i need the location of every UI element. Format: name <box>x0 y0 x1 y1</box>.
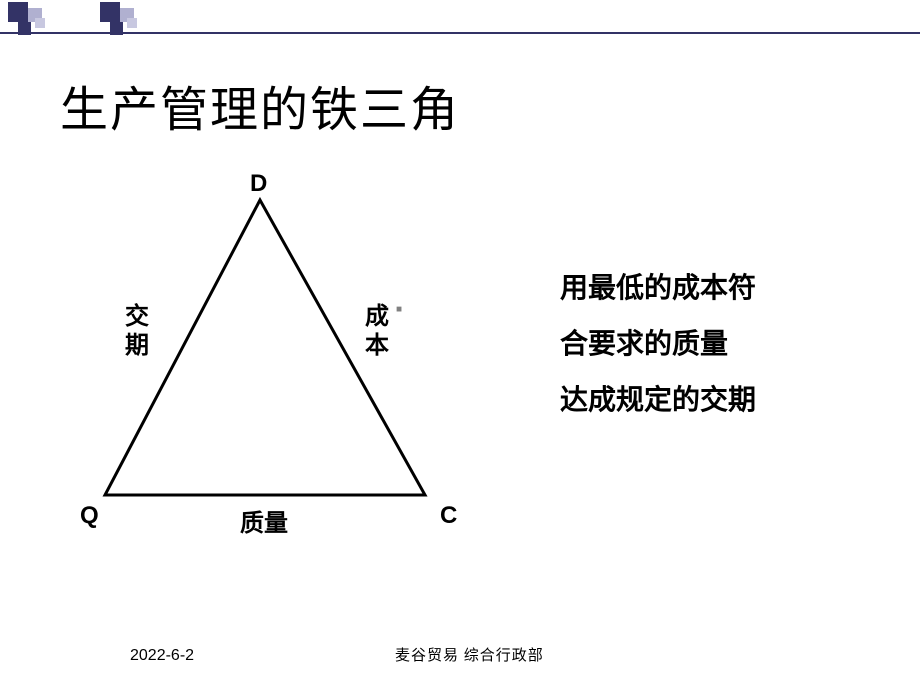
deco-square <box>8 2 28 22</box>
center-marker: ■ <box>396 304 402 315</box>
edge-right-label: 成本 <box>365 303 389 361</box>
vertex-d: D <box>250 170 267 198</box>
footer-organization: 麦谷贸易 综合行政部 <box>395 644 544 665</box>
vertex-c: C <box>440 502 457 530</box>
deco-square <box>100 2 120 22</box>
deco-square <box>35 18 45 28</box>
deco-square <box>127 18 137 28</box>
header-decoration <box>0 0 920 35</box>
description-line-2: 合要求的质量 <box>560 316 756 372</box>
triangle-svg <box>85 180 465 560</box>
triangle-diagram: D Q C 交期 成本 质量 <box>85 180 465 560</box>
slide-title: 生产管理的铁三角 <box>60 70 460 140</box>
header-svg <box>0 0 920 35</box>
description-line-3: 达成规定的交期 <box>560 372 756 428</box>
edge-bottom-label: 质量 <box>240 510 288 539</box>
description-text: 用最低的成本符 合要求的质量 达成规定的交期 <box>560 260 756 428</box>
footer-date: 2022-6-2 <box>130 647 194 665</box>
vertex-q: Q <box>80 502 99 530</box>
edge-left-label: 交期 <box>125 303 149 361</box>
description-line-1: 用最低的成本符 <box>560 260 756 316</box>
